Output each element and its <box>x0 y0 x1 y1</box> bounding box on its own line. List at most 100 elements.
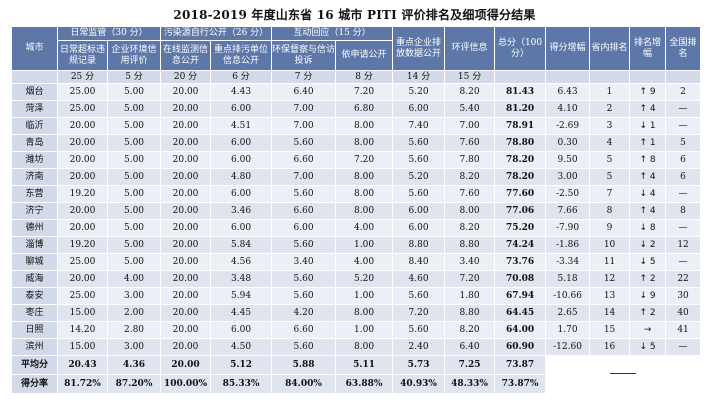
daily-violations-cell: 25.00 <box>57 253 108 271</box>
province-rank-cell: 7 <box>589 185 631 203</box>
request-cell: 8.00 <box>335 168 394 186</box>
request-cell: 5.20 <box>335 270 394 288</box>
credit-rating-cell: 2.80 <box>106 321 162 339</box>
national-rank-cell: 41 <box>665 321 702 339</box>
points-cell: 15 分 <box>444 70 496 84</box>
credit-rating-cell: 5.00 <box>106 236 162 254</box>
table-row: 威海 20.00 4.00 20.00 3.48 5.60 5.20 4.60 7.20 70.0… <box>11 270 702 288</box>
city-cell: 聊城 <box>11 253 58 271</box>
eia-cell: 1.80 <box>444 287 496 305</box>
score-change-cell: -10.66 <box>545 287 591 305</box>
province-rank-cell: 15 <box>589 321 631 339</box>
city-cell: 德州 <box>11 219 58 237</box>
city-cell: 青岛 <box>11 134 58 152</box>
average-cell: 20.43 <box>57 355 108 375</box>
header-province-rank: 省内排名 <box>589 26 631 71</box>
points-cell: 14 分 <box>392 70 446 84</box>
request-cell: 4.00 <box>335 219 394 237</box>
daily-violations-cell: 20.00 <box>57 270 108 288</box>
eia-cell: 8.20 <box>444 321 496 339</box>
inspection-cell: 6.40 <box>271 83 337 101</box>
national-rank-cell: — <box>665 338 702 356</box>
header-online-monitoring: 在线监测信息公开 <box>160 40 212 71</box>
request-cell: 6.80 <box>335 100 394 118</box>
online-monitoring-cell: 20.00 <box>160 185 212 203</box>
inspection-cell: 7.00 <box>271 168 337 186</box>
score-change-cell: 3.00 <box>545 168 591 186</box>
rank-change-cell: ↓ 5 <box>629 253 667 271</box>
daily-violations-cell: 20.00 <box>57 134 108 152</box>
request-cell: 7.20 <box>335 151 394 169</box>
header-inspection-complaints: 环保督察与信访投诉 <box>271 40 337 71</box>
header-request-disclosure: 依申请公开 <box>335 40 394 71</box>
total-score-cell: 78.91 <box>494 117 547 135</box>
score-change-cell: 0.30 <box>545 134 591 152</box>
score-change-cell: 4.10 <box>545 100 591 118</box>
online-monitoring-cell: 20.00 <box>160 134 212 152</box>
header-self-disclosure: 污染源自行公开（26 分） <box>160 26 273 41</box>
inspection-cell: 7.00 <box>271 100 337 118</box>
points-cell: 25 分 <box>57 70 108 84</box>
inspection-cell: 5.60 <box>271 185 337 203</box>
table-row: 青岛 20.00 5.00 20.00 6.00 5.60 8.00 5.60 7.60 78.8… <box>11 134 702 152</box>
city-cell: 潍坊 <box>11 151 58 169</box>
footer-blank <box>545 355 702 394</box>
national-rank-cell: 6 <box>665 168 702 186</box>
rank-change-cell: ↑ 9 <box>629 83 667 101</box>
key-unit-cell: 4.45 <box>210 304 273 322</box>
city-cell: 日照 <box>11 321 58 339</box>
total-score-cell: 73.76 <box>494 253 547 271</box>
header-key-emission: 重点企业排放数据公开 <box>392 26 446 71</box>
city-cell: 淄博 <box>11 236 58 254</box>
score-change-cell: -12.60 <box>545 338 591 356</box>
province-rank-cell: 8 <box>589 202 631 220</box>
key-unit-cell: 4.56 <box>210 253 273 271</box>
request-cell: 4.00 <box>335 253 394 271</box>
request-cell: 8.00 <box>335 117 394 135</box>
total-score-cell: 64.45 <box>494 304 547 322</box>
national-rank-cell: 22 <box>665 270 702 288</box>
average-cell: 7.25 <box>444 355 496 375</box>
ranking-table: 城市 日常监管（30 分） 污染源自行公开（26 分） 互动回应（15 分） 重… <box>11 26 702 394</box>
table-row: 聊城 25.00 5.00 20.00 4.56 3.40 4.00 8.40 3.40 73.7… <box>11 253 702 271</box>
key-emission-cell: 6.00 <box>392 100 446 118</box>
credit-rating-cell: 5.00 <box>106 134 162 152</box>
online-monitoring-cell: 20.00 <box>160 151 212 169</box>
national-rank-cell: 8 <box>665 202 702 220</box>
score-change-cell: 9.50 <box>545 151 591 169</box>
online-monitoring-cell: 20.00 <box>160 253 212 271</box>
eia-cell: 7.00 <box>444 117 496 135</box>
credit-rating-cell: 5.00 <box>106 185 162 203</box>
province-rank-cell: 14 <box>589 304 631 322</box>
inspection-cell: 5.60 <box>271 236 337 254</box>
eia-cell: 7.80 <box>444 151 496 169</box>
points-cell: 5 分 <box>106 70 162 84</box>
eia-cell: 7.20 <box>444 270 496 288</box>
city-cell: 枣庄 <box>11 304 58 322</box>
header-daily-supervision: 日常监管（30 分） <box>56 26 162 41</box>
table-row: 淄博 19.20 5.00 20.00 5.84 5.60 1.00 8.80 8.80 74.2… <box>11 236 702 254</box>
page-title: 2018-2019 年度山东省 16 城市 PITI 评价排名及细项得分结果 <box>173 8 536 22</box>
key-emission-cell: 5.60 <box>392 287 446 305</box>
inspection-cell: 4.20 <box>271 304 337 322</box>
average-cell: 5.11 <box>335 355 394 375</box>
city-cell: 菏泽 <box>11 100 58 118</box>
average-cell: 4.36 <box>106 355 162 375</box>
key-emission-cell: 5.60 <box>392 185 446 203</box>
key-unit-cell: 4.51 <box>210 117 273 135</box>
header-rank-change: 排名增幅 <box>629 26 667 71</box>
rate-label: 得分率 <box>11 374 58 394</box>
key-emission-cell: 5.20 <box>392 168 446 186</box>
score-change-cell: -3.34 <box>545 253 591 271</box>
credit-rating-cell: 5.00 <box>106 253 162 271</box>
daily-violations-cell: 20.00 <box>57 151 108 169</box>
points-cell: 8 分 <box>335 70 394 84</box>
online-monitoring-cell: 20.00 <box>160 321 212 339</box>
key-unit-cell: 5.84 <box>210 236 273 254</box>
province-rank-cell: 12 <box>589 270 631 288</box>
header-key-unit-disclosure: 重点排污单位信息公开 <box>210 40 273 71</box>
score-change-cell: 2.65 <box>545 304 591 322</box>
header-city: 城市 <box>11 26 58 71</box>
total-score-cell: 64.00 <box>494 321 547 339</box>
province-rank-cell: 3 <box>589 117 631 135</box>
